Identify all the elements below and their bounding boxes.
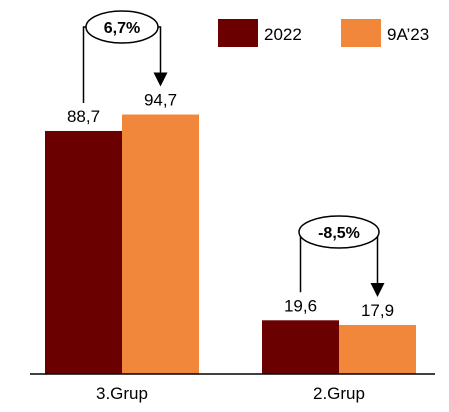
category-labels-group: 3.Grup 2.Grup [96,384,365,403]
legend-item: 9A’23 [341,19,429,47]
legend-swatch [218,19,258,47]
arrow-down-icon [370,282,385,297]
value-label: 19,6 [284,296,317,315]
legend: 2022 9A’23 [218,19,429,47]
value-labels-group: 88,7 94,7 19,6 17,9 [67,91,394,320]
category-label: 3.Grup [96,384,148,403]
bar-2-grup-series-2 [339,324,416,374]
bar-3-grup-series-2 [122,114,199,374]
change-badge [298,215,380,249]
legend-label: 9A’23 [387,25,429,44]
change-annotation: -8,5% [298,215,385,297]
change-badge [85,10,159,44]
value-label: 94,7 [144,91,177,110]
legend-swatch [341,19,381,47]
bars-group [45,114,416,374]
bar-2-grup-series-1 [262,320,339,374]
change-label: -8,5% [318,225,360,242]
legend-label: 2022 [264,25,302,44]
change-annotation: 6,7% [82,10,168,103]
change-label: 6,7% [104,20,140,37]
change-annotations-group: 6,7% -8,5% [82,10,385,297]
bar-3-grup-series-1 [45,130,122,374]
category-label: 2.Grup [313,384,365,403]
legend-item: 2022 [218,19,302,47]
arrow-down-icon [153,72,168,87]
value-label: 17,9 [361,301,394,320]
value-label: 88,7 [67,107,100,126]
